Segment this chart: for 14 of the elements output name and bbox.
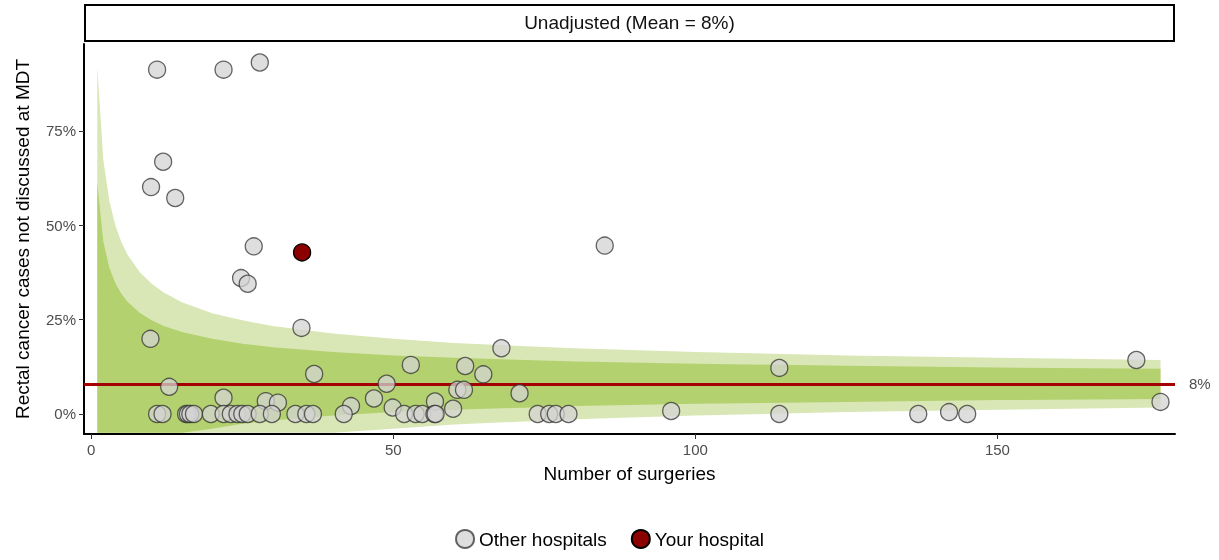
ref-line-label: 8% (1189, 375, 1211, 393)
y-tick-label: 50% (45, 216, 76, 234)
y-tick-label: 0% (54, 405, 76, 423)
x-tick-label: 100 (682, 441, 708, 458)
legend-label: Your hospital (654, 528, 764, 550)
y-axis-title: Rectal cancer cases not discussed at MDT (12, 58, 33, 420)
x-tick-label: 50 (384, 441, 402, 458)
x-tick-label: 150 (984, 441, 1010, 458)
x-tick-label: 0 (87, 441, 96, 458)
x-axis-title: Number of surgeries (543, 463, 716, 484)
y-tick-label: 75% (45, 122, 76, 140)
chart-title: Unadjusted (Mean = 8%) (84, 4, 1175, 42)
legend-label: Other hospitals (479, 528, 607, 550)
y-tick-label: 25% (45, 311, 76, 329)
